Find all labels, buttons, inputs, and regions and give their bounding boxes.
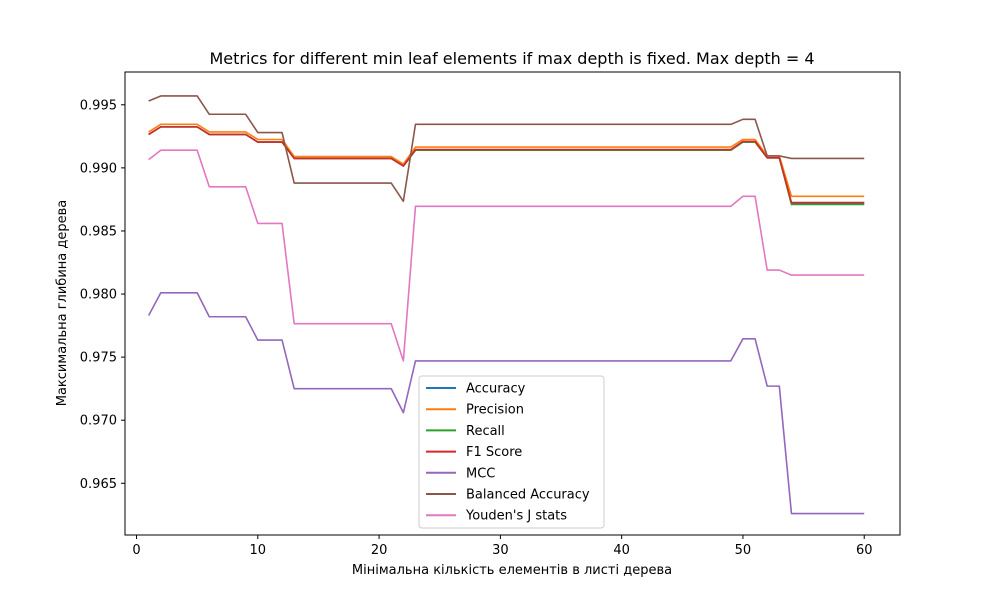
x-tick-label: 40: [613, 543, 630, 558]
x-tick-label: 20: [371, 543, 388, 558]
x-tick-label: 50: [735, 543, 752, 558]
y-axis-label: Максимальна глибина дерева: [55, 200, 70, 407]
y-tick-label: 0.970: [80, 414, 117, 429]
legend-label-recall: Recall: [466, 424, 505, 439]
series-line-balanced-accuracy: [148, 95, 865, 203]
legend: Accuracy Precision Recall F1 Score MCC Balanc…: [418, 375, 605, 529]
legend-box: [418, 375, 605, 529]
chart-title: Metrics for different min leaf elements …: [209, 49, 814, 68]
y-tick-label: 0.975: [80, 351, 117, 366]
plot-area: [124, 71, 901, 536]
x-axis-ticks: 0 10 20 30 40 50 60: [132, 535, 872, 558]
legend-label-accuracy: Accuracy: [466, 382, 526, 397]
series-line-precision: [148, 123, 865, 198]
y-tick-label: 0.965: [80, 477, 117, 492]
y-axis-ticks: 0.965 0.970 0.975 0.980 0.985 0.990 0.995: [80, 98, 125, 492]
plot-frame: [124, 71, 901, 536]
x-axis-label: Мінімальна кількість елементів в листі д…: [352, 563, 672, 578]
series-line-f1-score: [148, 126, 865, 204]
series-line-youden-s-j-stats: [148, 149, 865, 362]
y-tick-label: 0.980: [80, 288, 117, 303]
x-tick-label: 30: [492, 543, 509, 558]
series-lines: [147, 95, 865, 515]
y-tick-label: 0.990: [80, 161, 117, 176]
x-tick-label: 60: [856, 543, 873, 558]
legend-label-youden-s-j-stats: Youden's J stats: [465, 509, 567, 524]
x-tick-label: 10: [250, 543, 267, 558]
legend-label-balanced-accuracy: Balanced Accuracy: [466, 488, 590, 503]
y-tick-label: 0.985: [80, 224, 117, 239]
legend-label-mcc: MCC: [466, 466, 495, 481]
y-tick-label: 0.995: [80, 98, 117, 113]
legend-label-f1-score: F1 Score: [466, 445, 522, 460]
legend-label-precision: Precision: [466, 403, 524, 418]
series-line-mcc: [147, 291, 865, 515]
x-tick-label: 0: [132, 543, 140, 558]
